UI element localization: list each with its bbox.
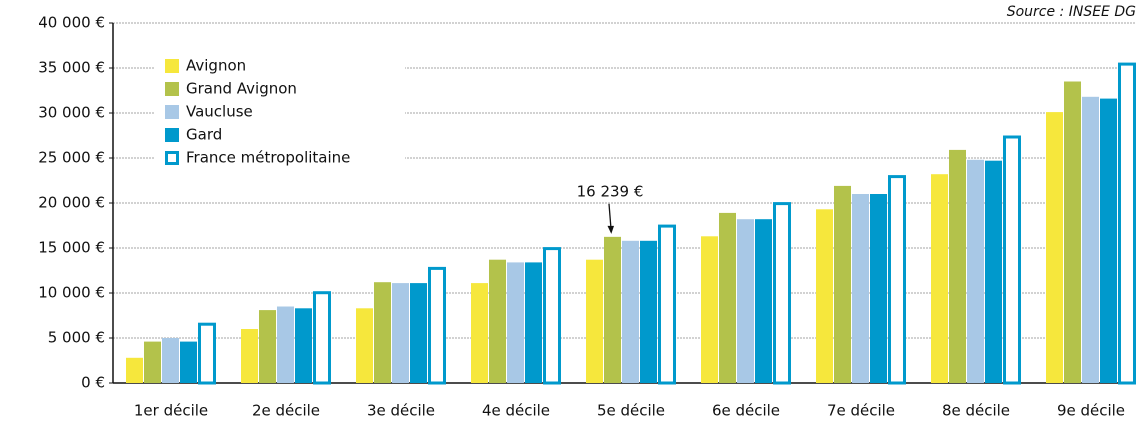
y-tick-label: 30 000 € [38,104,105,122]
bar [604,236,621,383]
y-tick-label: 40 000 € [38,14,105,32]
bar [1064,81,1081,383]
legend-label: Avignon [186,57,246,75]
x-tick-label: 6e décile [712,402,780,420]
x-tick-label: 3e décile [367,402,435,420]
legend-swatch [165,105,179,119]
bar [410,283,427,383]
bar [313,291,331,385]
bar [1003,135,1021,385]
bar [543,247,561,385]
bar [852,194,869,383]
bar [198,322,216,385]
bar [888,175,906,385]
bar [241,329,258,383]
source: Source : INSEE DG [1007,4,1136,20]
bar [259,310,276,383]
x-tick-label: 4e décile [482,402,550,420]
bar [967,159,984,383]
bar [1100,98,1117,383]
legend-label: Grand Avignon [186,80,297,98]
bar [356,308,373,383]
y-tick-label: 5 000 € [48,329,105,347]
label-arrow [608,203,612,229]
bar [428,266,446,385]
x-tick-label: 8e décile [942,402,1010,420]
bar [471,283,488,383]
legend-box [155,52,405,172]
y-tick-label: 0 € [81,374,105,392]
bar [180,341,197,383]
bar [1046,112,1063,383]
bar [816,209,833,383]
x-tick-label: 9e décile [1057,402,1125,420]
bar [586,259,603,383]
bar [144,341,161,383]
bar [126,357,143,383]
bar [719,212,736,383]
bar [507,262,524,383]
y-tick-label: 20 000 € [38,194,105,212]
bar [949,149,966,383]
bar [1118,62,1136,385]
bar [737,219,754,383]
bar [931,174,948,383]
legend-swatch [165,59,179,73]
bar [834,185,851,383]
y-tick-label: 10 000 € [38,284,105,302]
legend-label: Vaucluse [186,103,253,121]
label-arrowhead [607,225,614,234]
x-tick-label: 5e décile [597,402,665,420]
data-label: 16 239 € [577,182,644,200]
bar [1082,96,1099,384]
bar [622,240,639,383]
y-tick-label: 35 000 € [38,59,105,77]
bar [295,308,312,383]
legend-label: France métropolitaine [186,149,350,167]
bar [277,306,294,383]
legend-swatch [165,128,179,142]
x-tick-label: 1er décile [134,402,208,420]
bar [870,194,887,383]
bar [489,259,506,383]
y-tick-label: 15 000 € [38,239,105,257]
legend-label: Gard [186,126,222,144]
bar [773,202,791,385]
y-tick-label: 25 000 € [38,149,105,167]
bar [392,283,409,383]
bar [525,262,542,383]
legend-swatch [165,151,179,165]
bar [658,224,676,385]
x-tick-label: 2e décile [252,402,320,420]
bar [374,282,391,383]
bar [755,219,772,383]
legend-swatch [165,82,179,96]
bar [985,160,1002,383]
bar [162,338,179,383]
x-tick-label: 7e décile [827,402,895,420]
bar [701,236,718,383]
bar [640,240,657,383]
